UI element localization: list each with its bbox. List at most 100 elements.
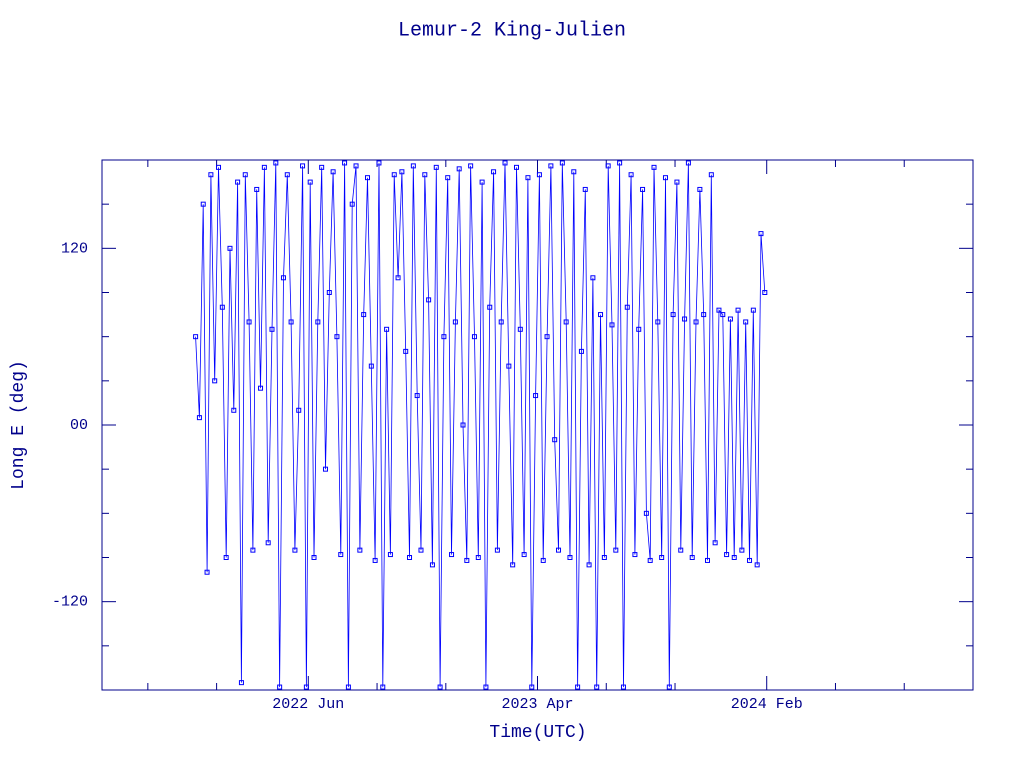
data-point [441, 334, 447, 340]
data-point [426, 297, 432, 303]
data-point [670, 312, 676, 318]
data-point [720, 312, 726, 318]
data-point [643, 510, 649, 516]
data-point [311, 555, 317, 560]
y-axis-label: Long E (deg) [9, 360, 29, 490]
data-point [407, 555, 413, 560]
data-point [475, 555, 481, 560]
data-point [357, 547, 363, 553]
data-point [758, 231, 764, 237]
data-point [280, 275, 286, 281]
data-point [200, 201, 206, 207]
data-point [349, 201, 355, 207]
data-point [319, 164, 325, 170]
data-point [617, 160, 623, 166]
data-point [762, 290, 768, 295]
data-point [429, 562, 435, 568]
data-point [498, 319, 504, 325]
data-point [196, 415, 202, 421]
data-point [613, 547, 619, 553]
data-point [540, 557, 546, 563]
data-point [754, 562, 760, 568]
data-point [204, 569, 210, 575]
data-point [254, 186, 260, 192]
data-point [296, 407, 302, 413]
data-line [195, 162, 766, 688]
data-point [598, 312, 604, 318]
data-point [678, 547, 684, 553]
data-point [640, 186, 646, 192]
data-point [601, 555, 607, 560]
x-axis-label: Time(UTC) [489, 723, 586, 743]
data-point [693, 319, 699, 325]
data-point [483, 684, 489, 690]
data-point [479, 179, 485, 185]
data-point [399, 169, 405, 175]
data-point [731, 555, 737, 560]
data-point [277, 684, 283, 690]
data-point [655, 319, 661, 325]
data-point [269, 326, 275, 332]
data-point [303, 684, 309, 690]
data-point [529, 684, 535, 690]
data-point [704, 557, 710, 563]
data-point [685, 160, 691, 166]
data-point [582, 186, 588, 192]
data-point [216, 164, 222, 170]
x-tick-label: 2022 Jun [272, 696, 344, 713]
data-point [548, 163, 554, 169]
data-point [376, 160, 382, 166]
chart-title: Lemur-2 King-Julien [398, 19, 626, 42]
data-point [395, 275, 401, 281]
data-point [326, 290, 332, 295]
data-point [659, 555, 665, 560]
data-point [552, 437, 558, 443]
data-point [510, 562, 516, 568]
data-point [235, 179, 241, 185]
data-point [471, 334, 477, 340]
data-point [273, 160, 279, 166]
data-point [250, 547, 256, 553]
data-point [750, 307, 756, 313]
data-point [193, 334, 199, 340]
data-point [246, 319, 252, 325]
data-point [487, 304, 493, 310]
data-point [410, 163, 416, 169]
data-point [338, 552, 344, 558]
x-tick-label: 2023 Apr [501, 696, 573, 713]
plot-frame [101, 159, 974, 691]
data-point [735, 307, 741, 313]
data-point [620, 684, 626, 690]
data-point [712, 540, 718, 546]
data-point [353, 163, 359, 169]
data-point [666, 684, 672, 690]
data-point [468, 163, 474, 169]
data-point [445, 175, 451, 181]
data-point [307, 179, 313, 185]
data-point [288, 319, 294, 325]
data-point [391, 172, 397, 178]
data-point [682, 316, 688, 322]
y-tick-label: -120 [52, 594, 88, 611]
data-point [456, 166, 462, 172]
data-point [739, 547, 745, 553]
data-point [513, 164, 519, 170]
data-point [571, 169, 577, 175]
data-point [716, 307, 722, 313]
data-point [258, 385, 264, 391]
data-point [502, 160, 508, 166]
data-point [238, 680, 244, 686]
data-point [632, 552, 638, 558]
data-point [536, 172, 542, 178]
data-point [387, 552, 393, 558]
data-point [208, 172, 214, 178]
data-point [361, 312, 367, 318]
data-point [517, 326, 523, 332]
data-point [533, 393, 539, 399]
data-point [414, 393, 420, 399]
data-point [372, 557, 378, 563]
data-point [342, 160, 348, 166]
data-point [521, 552, 527, 558]
x-tick-label: 2024 Feb [731, 696, 803, 713]
